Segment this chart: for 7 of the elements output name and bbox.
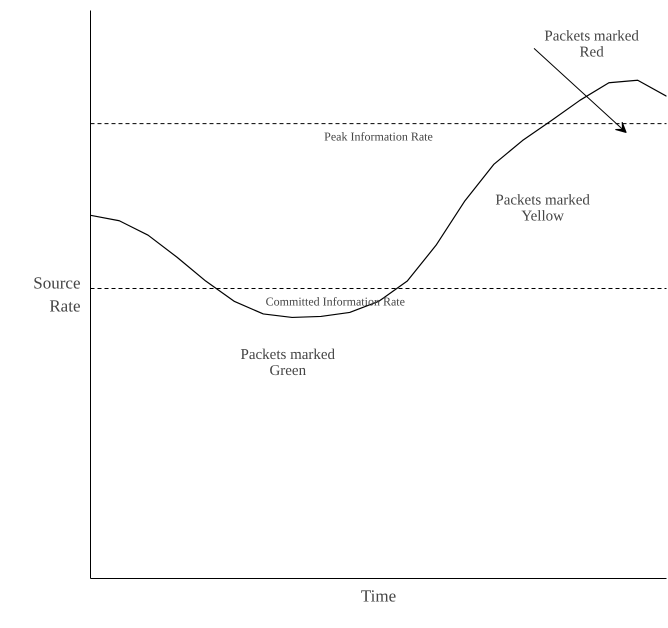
x-axis-title: Time xyxy=(360,586,396,606)
text: Packets marked Red xyxy=(544,28,640,60)
y-axis-title: Source Rate xyxy=(33,274,81,316)
annotation: Packets marked Green xyxy=(240,347,336,380)
ref-line-label: Peak Information Rate xyxy=(324,130,433,144)
ref-line-label: Committed Information Rate xyxy=(266,294,405,309)
annotation: Packets marked Yellow xyxy=(495,192,590,225)
